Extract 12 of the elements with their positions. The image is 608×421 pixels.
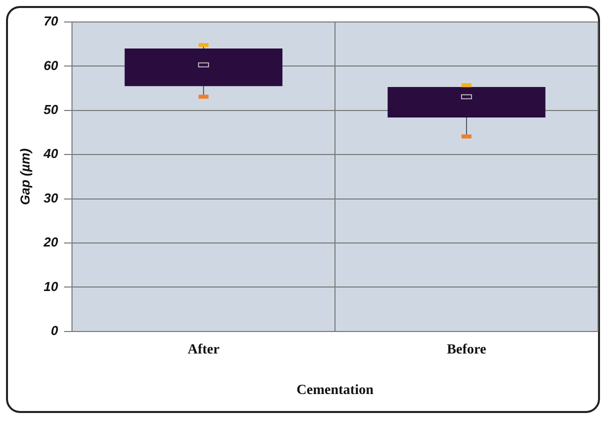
x-axis-title: Cementation	[296, 383, 374, 398]
y-tick-label: 50	[44, 102, 59, 117]
x-tick-label: Before	[446, 342, 486, 358]
y-tick-label: 0	[50, 322, 59, 338]
y-axis-title: Gap (µm)	[17, 148, 32, 206]
y-tick-label: 70	[44, 14, 59, 29]
y-tick-label: 10	[44, 278, 59, 294]
y-tick-label: 20	[42, 234, 59, 250]
y-tick-label: 40	[42, 146, 59, 162]
y-tick-label: 30	[44, 190, 59, 206]
y-tick-label: 60	[44, 58, 59, 73]
x-tick-label: After	[188, 342, 220, 358]
